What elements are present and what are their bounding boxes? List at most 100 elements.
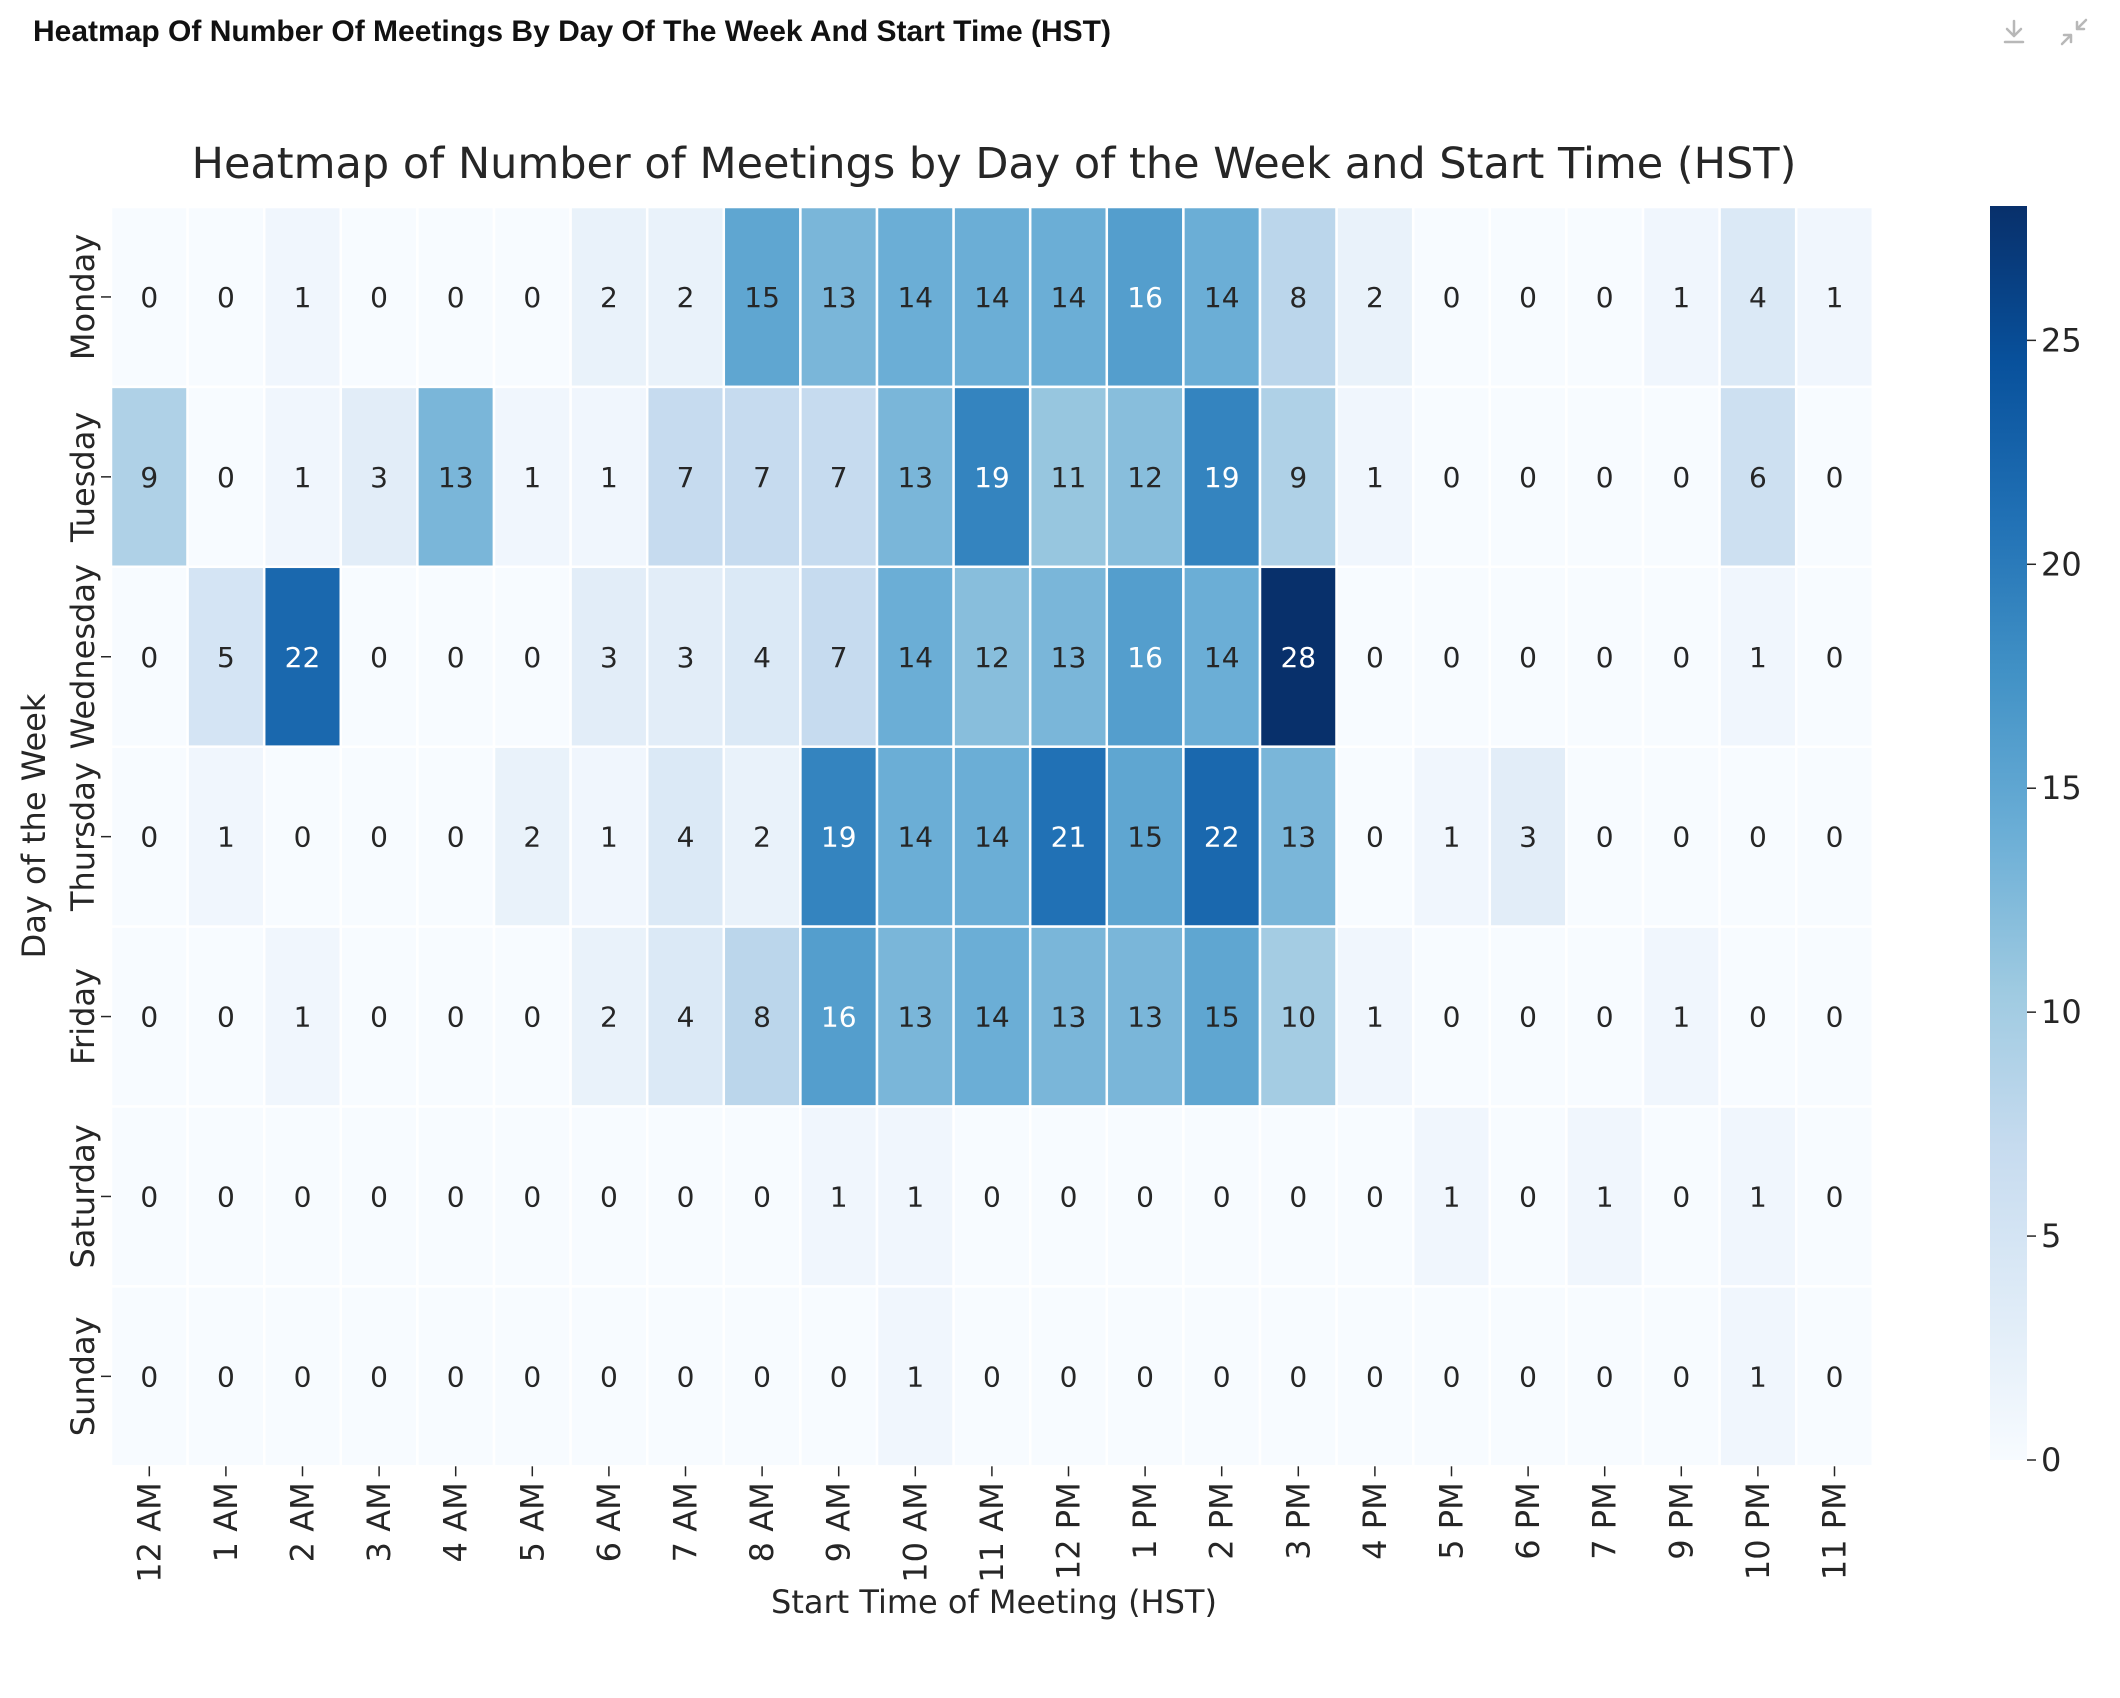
x-tick-label: 5 AM	[513, 1482, 551, 1562]
cell-value-label: 9	[1289, 461, 1307, 494]
y-tick-label: Sunday	[64, 1316, 102, 1436]
heatmap-cell	[1641, 205, 1721, 389]
cell-value-label: 0	[1060, 1360, 1078, 1393]
heatmap-cell	[492, 925, 572, 1108]
cell-value-label: 16	[1127, 281, 1163, 314]
colorbar-tick-label: 15	[2041, 769, 2082, 807]
heatmap-cell	[1028, 745, 1109, 928]
cell-value-label: 28	[1280, 641, 1316, 674]
cell-value-label: 0	[1749, 821, 1767, 854]
cell-value-label: 1	[1672, 281, 1690, 314]
cell-value-label: 0	[1826, 821, 1844, 854]
heatmap-cell	[1794, 385, 1875, 569]
cell-value-label: 13	[897, 461, 933, 494]
collapse-icon[interactable]	[2056, 14, 2092, 50]
heatmap-chart: Heatmap of Number of Meetings by Day of …	[15, 139, 2082, 1621]
heatmap-cell	[875, 1105, 955, 1288]
cell-value-label: 0	[447, 641, 465, 674]
heatmap-cell	[645, 565, 726, 748]
cell-value-label: 6	[1749, 461, 1767, 494]
heatmap-cell	[1794, 205, 1875, 389]
heatmap-cell	[1335, 205, 1415, 389]
cell-value-label: 0	[1596, 461, 1614, 494]
heatmap-cell	[1182, 745, 1262, 928]
cell-value-label: 14	[897, 821, 933, 854]
cell-value-label: 0	[1289, 1360, 1307, 1393]
heatmap-cell	[1718, 565, 1798, 748]
cell-value-label: 13	[438, 461, 474, 494]
heatmap-cell	[1641, 565, 1721, 748]
heatmap-cell	[339, 385, 419, 569]
cell-value-label: 3	[677, 641, 695, 674]
cell-value-label: 14	[974, 821, 1010, 854]
heatmap-cell	[416, 565, 496, 748]
cell-value-label: 1	[1443, 1180, 1461, 1213]
cell-value-label: 0	[677, 1180, 695, 1213]
heatmap-cell	[952, 1105, 1032, 1288]
cell-value-label: 0	[1519, 1180, 1537, 1213]
cell-value-label: 0	[600, 1180, 618, 1213]
cell-value-label: 7	[753, 461, 771, 494]
heatmap-cell	[1411, 205, 1492, 389]
heatmap-cell	[109, 1105, 189, 1288]
cell-value-label: 0	[753, 1180, 771, 1213]
heatmap-cell	[1335, 385, 1415, 569]
heatmap-cell	[1182, 565, 1262, 748]
heatmap-cell	[569, 745, 649, 928]
heatmap-cell	[492, 385, 572, 569]
x-tick-label: 2 PM	[1203, 1482, 1241, 1559]
heatmap-cell	[952, 925, 1032, 1108]
heatmap-cell	[416, 1105, 496, 1288]
x-tick-label: 7 PM	[1586, 1482, 1624, 1559]
cell-value-label: 5	[217, 641, 235, 674]
cell-value-label: 0	[217, 1360, 235, 1393]
x-tick-label: 6 PM	[1509, 1482, 1547, 1559]
cell-value-label: 11	[1051, 461, 1087, 494]
heatmap-cell	[109, 745, 189, 928]
cell-value-label: 4	[677, 821, 695, 854]
cell-value-label: 0	[1519, 461, 1537, 494]
cell-value-label: 19	[1204, 461, 1240, 494]
download-icon[interactable]	[1996, 14, 2032, 50]
heatmap-cell	[1258, 925, 1338, 1108]
y-tick-label: Friday	[64, 968, 102, 1065]
heatmap-cell	[109, 1285, 189, 1468]
heatmap-cell	[875, 925, 955, 1108]
cell-value-label: 0	[1596, 1360, 1614, 1393]
cell-value-label: 7	[830, 461, 848, 494]
cell-value-label: 15	[744, 281, 780, 314]
heatmap-cell	[262, 925, 343, 1108]
x-tick-label: 12 AM	[130, 1482, 168, 1582]
heatmap-cell	[875, 1285, 955, 1468]
cell-value-label: 0	[523, 281, 541, 314]
colorbar-tick-label: 5	[2041, 1217, 2061, 1255]
cell-value-label: 3	[370, 461, 388, 494]
cell-value-label: 2	[523, 821, 541, 854]
cell-value-label: 0	[1366, 641, 1384, 674]
x-tick-label: 3 PM	[1279, 1482, 1317, 1559]
x-tick-label: 10 PM	[1739, 1482, 1777, 1580]
cell-value-label: 0	[1749, 1001, 1767, 1034]
heatmap-cell	[1105, 1105, 1185, 1288]
heatmap-cell	[1718, 205, 1798, 389]
cell-value-label: 0	[1366, 821, 1384, 854]
cell-value-label: 0	[447, 1180, 465, 1213]
cell-value-label: 0	[140, 281, 158, 314]
cell-value-label: 1	[906, 1360, 924, 1393]
cell-value-label: 0	[1213, 1360, 1231, 1393]
cell-value-label: 0	[1366, 1360, 1384, 1393]
cell-value-label: 7	[830, 641, 848, 674]
cell-value-label: 22	[1204, 821, 1240, 854]
heatmap-cell	[952, 745, 1032, 928]
heatmap-cell	[952, 205, 1032, 389]
heatmap-cell	[1488, 745, 1568, 928]
heatmap-cell	[1335, 1105, 1415, 1288]
x-tick-label: 3 AM	[360, 1482, 398, 1562]
heatmap-cell	[1794, 1105, 1875, 1288]
y-tick-label: Tuesday	[64, 412, 102, 543]
heatmap-cell	[416, 1285, 496, 1468]
cell-value-label: 0	[217, 281, 235, 314]
colorbar-tick-label: 10	[2041, 993, 2082, 1031]
cell-value-label: 12	[1127, 461, 1163, 494]
cell-value-label: 19	[821, 821, 857, 854]
